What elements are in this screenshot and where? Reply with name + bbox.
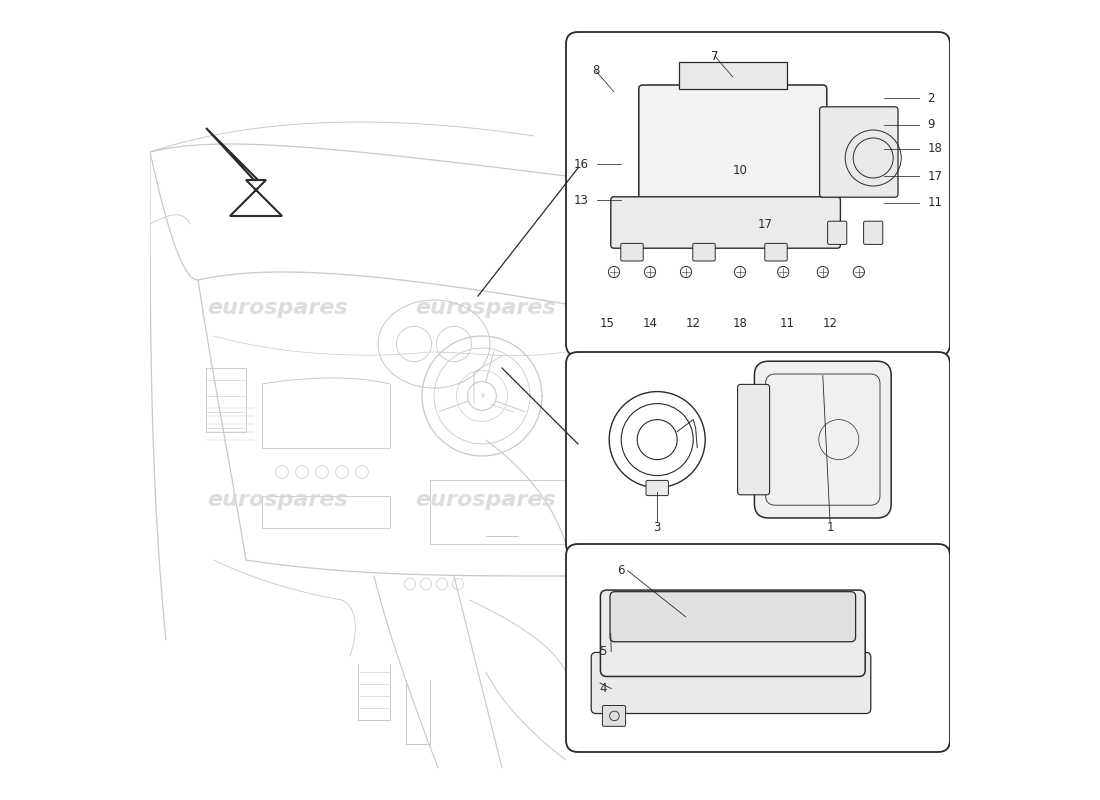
Text: eurospares: eurospares (656, 298, 796, 318)
Text: 11: 11 (779, 317, 794, 330)
Text: eurospares: eurospares (208, 298, 349, 318)
Text: 5: 5 (600, 645, 607, 658)
Text: eurospares: eurospares (416, 298, 557, 318)
FancyBboxPatch shape (610, 592, 856, 642)
Text: 17: 17 (927, 170, 943, 182)
FancyBboxPatch shape (603, 706, 626, 726)
Text: 13: 13 (574, 194, 589, 206)
FancyBboxPatch shape (566, 352, 950, 556)
Text: 8: 8 (592, 65, 600, 78)
FancyBboxPatch shape (646, 480, 669, 495)
Text: ⚜: ⚜ (478, 393, 485, 399)
Text: 18: 18 (733, 317, 747, 330)
Text: 6: 6 (617, 564, 625, 578)
Text: 2: 2 (927, 91, 935, 105)
Text: 4: 4 (600, 682, 607, 695)
FancyBboxPatch shape (820, 106, 898, 197)
FancyBboxPatch shape (591, 653, 871, 714)
FancyBboxPatch shape (639, 85, 827, 204)
Text: eurospares: eurospares (208, 490, 349, 510)
Text: 7: 7 (711, 50, 718, 62)
FancyBboxPatch shape (610, 197, 840, 248)
FancyBboxPatch shape (755, 362, 891, 518)
Text: eurospares: eurospares (656, 490, 796, 510)
FancyBboxPatch shape (764, 243, 788, 261)
Polygon shape (679, 62, 786, 89)
Text: 12: 12 (685, 317, 701, 330)
Text: 11: 11 (927, 197, 943, 210)
Text: 15: 15 (600, 317, 614, 330)
Polygon shape (206, 128, 282, 216)
Text: 17: 17 (758, 218, 772, 230)
FancyBboxPatch shape (566, 544, 950, 752)
Text: 14: 14 (642, 317, 658, 330)
Text: 9: 9 (927, 118, 935, 131)
FancyBboxPatch shape (601, 590, 866, 677)
Text: eurospares: eurospares (416, 490, 557, 510)
Text: 16: 16 (574, 158, 589, 170)
FancyBboxPatch shape (620, 243, 644, 261)
FancyBboxPatch shape (827, 221, 847, 245)
FancyBboxPatch shape (864, 221, 883, 245)
FancyBboxPatch shape (566, 32, 950, 356)
FancyBboxPatch shape (693, 243, 715, 261)
FancyBboxPatch shape (738, 384, 770, 494)
Text: 12: 12 (823, 317, 837, 330)
Text: 10: 10 (733, 163, 747, 177)
Text: 1: 1 (826, 522, 834, 534)
Text: 3: 3 (653, 522, 661, 534)
Text: 18: 18 (927, 142, 942, 155)
